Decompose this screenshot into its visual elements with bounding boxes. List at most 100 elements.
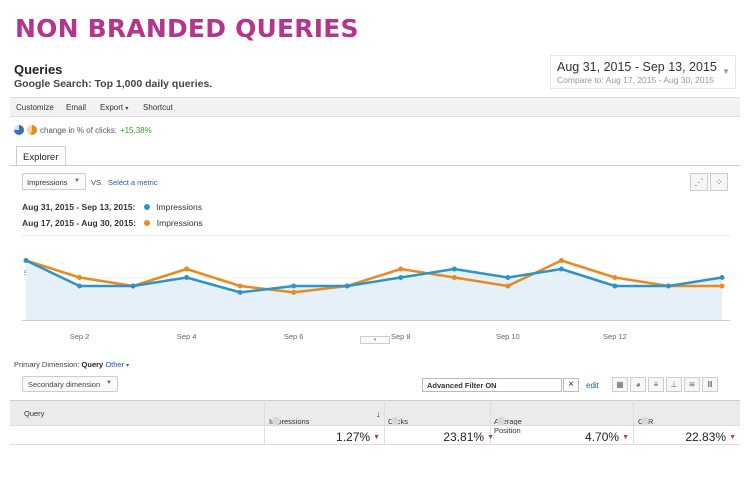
date-range-compare: Compare to: Aug 17, 2015 - Aug 30, 2015: [557, 75, 714, 85]
line-chart-icon: ⋰: [694, 177, 704, 187]
chart-resize-handle[interactable]: ▾: [360, 336, 390, 344]
vs-label: VS.: [91, 178, 104, 187]
x-tick-label: Sep 4: [177, 332, 197, 341]
metric-dropdown[interactable]: Impressions ▼: [22, 173, 86, 190]
bar-view-icon: ≡: [653, 380, 659, 389]
help-icon: [272, 417, 280, 425]
data-point-previous: [719, 283, 725, 289]
column-divider: [633, 400, 634, 445]
help-icon: [391, 417, 399, 425]
primary-dimension: Primary Dimension: Query Other ▾: [14, 360, 129, 369]
date-range-picker[interactable]: Aug 31, 2015 - Sep 13, 2015 Compare to: …: [550, 55, 736, 89]
secondary-dimension-dropdown[interactable]: Secondary dimension ▼: [22, 376, 118, 392]
legend-dot-previous: [144, 220, 151, 226]
avg-position-header-label: Average Position: [494, 417, 522, 435]
primary-dimension-label: Primary Dimension:: [14, 360, 80, 369]
comparison-view-icon: ⊥: [670, 380, 678, 389]
data-point-current: [398, 275, 404, 280]
help-icon: [497, 417, 505, 425]
series-area-current: [26, 260, 722, 320]
line-chart-view-button[interactable]: ⋰: [690, 173, 708, 191]
table-row: 1.27% ▼ 23.81% ▼ 4.70% ▼ 22.83% ▼: [10, 425, 740, 445]
metric-dropdown-label: Impressions: [27, 178, 68, 187]
pie-chart-icon: [14, 125, 24, 135]
date-range-main: Aug 31, 2015 - Sep 13, 2015: [557, 60, 717, 74]
other-label: Other: [105, 360, 125, 369]
down-arrow-icon: ▼: [487, 434, 494, 441]
cell-average-position: 4.70% ▼: [585, 430, 629, 444]
x-tick-label: Sep 10: [496, 332, 520, 341]
report-toolbar: Customize Email Export ▾ Shortcut: [10, 97, 740, 117]
primary-dimension-other[interactable]: Other ▾: [105, 360, 129, 369]
data-point-previous: [505, 283, 511, 289]
data-point-current: [505, 275, 511, 280]
pie-view-button[interactable]: ◕: [630, 377, 646, 392]
chevron-down-icon: ▼: [106, 380, 112, 386]
data-point-current: [77, 283, 83, 289]
customize-button[interactable]: Customize: [16, 103, 54, 112]
legend-dot-current: [143, 204, 150, 210]
select-metric-link[interactable]: Select a metric: [108, 178, 158, 187]
export-label: Export: [100, 103, 124, 112]
export-button[interactable]: Export ▾: [100, 103, 128, 112]
cell-ctr: 22.83% ▼: [685, 430, 736, 444]
legend-current: Aug 31, 2015 - Sep 13, 2015: Impressions: [22, 202, 202, 212]
summary-value: +15.38%: [119, 125, 152, 135]
data-point-current: [665, 283, 671, 289]
data-point-current: [612, 283, 618, 289]
advanced-filter-field[interactable]: Advanced Filter ON: [422, 378, 562, 392]
help-icon: [641, 417, 649, 425]
term-cloud-icon: ≋: [688, 380, 696, 389]
chevron-down-icon: ▼: [722, 67, 730, 76]
page-subtitle: Google Search: Top 1,000 daily queries.: [14, 78, 213, 90]
grid-view-button[interactable]: ▦: [612, 377, 628, 392]
series-line-previous: [25, 259, 722, 294]
data-point-previous: [291, 289, 297, 295]
series-line-current: [25, 259, 723, 294]
data-point-previous: [237, 283, 243, 289]
data-point-current: [184, 275, 190, 280]
data-point-previous: [451, 275, 457, 280]
down-arrow-icon: ▼: [373, 434, 380, 441]
slide-title: NON BRANDED QUERIES: [15, 14, 359, 43]
page-title: Queries: [14, 62, 63, 77]
caret-down-icon: ▾: [126, 363, 130, 369]
pivot-view-button[interactable]: Ⅲ: [702, 377, 718, 392]
data-point-previous: [558, 258, 564, 263]
caret-down-icon: ▾: [125, 106, 129, 112]
motion-chart-icon: ⁘: [715, 177, 723, 187]
shortcut-button[interactable]: Shortcut: [143, 103, 173, 112]
data-point-current: [291, 283, 297, 289]
sort-desc-icon: ↓: [376, 409, 381, 419]
down-arrow-icon: ▼: [729, 434, 736, 441]
x-tick-label: Sep 12: [603, 332, 627, 341]
summary-text: change in % of clicks:: [40, 125, 117, 135]
bar-view-button[interactable]: ≡: [648, 377, 664, 392]
term-cloud-button[interactable]: ≋: [684, 377, 700, 392]
column-header-query[interactable]: Query: [24, 409, 45, 418]
comparison-view-button[interactable]: ⊥: [666, 377, 682, 392]
analytics-screenshot: Queries Google Search: Top 1,000 daily q…: [10, 55, 740, 445]
email-button[interactable]: Email: [66, 103, 87, 112]
clear-filter-button[interactable]: ×: [563, 378, 579, 392]
cell-impressions: 1.27% ▼: [336, 430, 380, 444]
data-point-previous: [77, 275, 83, 280]
data-point-current: [719, 275, 725, 280]
clicks-value: 23.81%: [443, 430, 485, 444]
data-point-previous: [398, 266, 404, 272]
data-point-current: [451, 266, 457, 272]
primary-dimension-query[interactable]: Query: [81, 360, 104, 369]
x-tick-label: Sep 6: [284, 332, 304, 341]
tab-explorer[interactable]: Explorer: [16, 146, 66, 166]
motion-chart-view-button[interactable]: ⁘: [710, 173, 728, 191]
column-divider: [490, 400, 491, 445]
pie-chart-icon-compare: [27, 125, 37, 135]
edit-filter-link[interactable]: edit: [586, 381, 599, 390]
x-tick-label: Sep 8: [391, 332, 411, 341]
avg-position-value: 4.70%: [585, 430, 620, 444]
legend-series-previous: Impressions: [156, 218, 203, 228]
legend-range-previous: Aug 17, 2015 - Aug 30, 2015:: [22, 218, 137, 228]
data-point-current: [23, 258, 29, 263]
